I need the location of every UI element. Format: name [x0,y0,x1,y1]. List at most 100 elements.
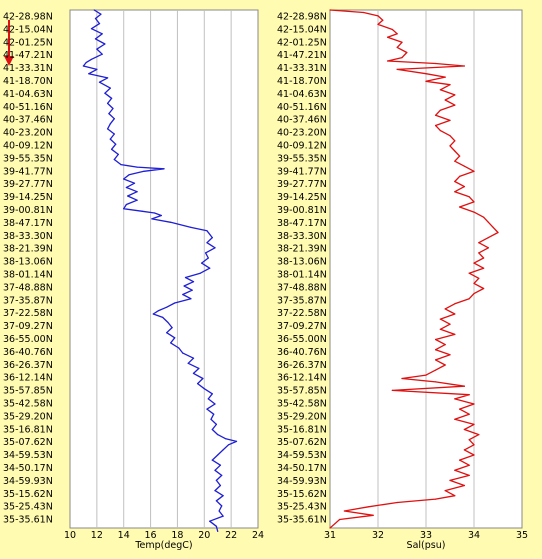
latitude-label: 35-07.62N [277,437,327,448]
salinity-data-point [377,23,379,25]
salinity-data-point [468,394,470,396]
salinity-data-point [435,381,437,383]
temperature-data-point [182,352,184,354]
temperature-data-point [154,212,156,214]
salinity-data-point [444,364,446,366]
salinity-data-point [454,140,456,142]
latitude-label: 38-21.39N [3,244,53,255]
temperature-data-point [127,195,129,197]
latitude-label: 41-33.31N [277,63,327,74]
salinity-data-point [329,527,331,529]
temperature-x-tick-label: 22 [225,530,237,541]
salinity-data-point [454,333,456,335]
salinity-data-point [435,349,437,351]
salinity-gridlines [377,10,475,528]
temperature-data-point [93,9,95,11]
salinity-data-point [435,369,437,371]
salinity-data-point [463,484,465,487]
latitude-label: 39-55.35N [3,153,53,164]
latitude-label: 36-40.76N [277,347,327,358]
latitude-label: 36-55.00N [3,334,53,345]
salinity-data-point [363,11,365,14]
latitude-label: 40-37.46N [3,115,53,126]
temperature-data-point [160,214,162,217]
salinity-data-point [401,57,403,59]
salinity-data-point [401,41,403,43]
temperature-data-point [217,454,219,456]
temperature-data-point [207,398,209,400]
latitude-label: 41-33.31N [3,63,53,74]
temperature-data-point [112,107,114,110]
temperature-data-point [206,408,208,410]
salinity-data-point [468,474,470,476]
salinity-data-point [401,377,403,380]
salinity-data-point [334,523,336,525]
latitude-label: 35-16.81N [277,424,327,435]
temperature-data-point [158,310,160,312]
temperature-data-point [211,428,213,431]
latitude-label: 38-13.06N [277,257,327,268]
salinity-data-point [478,242,480,244]
salinity-data-point [454,94,456,96]
temperature-data-point [107,102,109,104]
salinity-data-point [483,267,485,269]
temperature-data-point [125,203,127,206]
latitude-label: 36-26.37N [277,360,327,371]
salinity-data-point [449,479,451,481]
temperature-data-point [109,123,111,125]
latitude-label: 35-42.58N [277,399,327,410]
temperature-plot-area [69,9,259,529]
salinity-data-point [487,247,489,249]
temperature-data-point [217,434,219,436]
latitude-label: 34-50.17N [277,463,327,474]
salinity-data-point [444,99,446,101]
salinity-data-point [435,62,437,65]
latitude-label: 40-09.12N [277,141,327,152]
latitude-label: 39-00.81N [277,205,327,216]
temperature-x-axis-label: Temp(degC) [134,540,192,551]
salinity-data-point [425,374,427,376]
latitude-label: 39-41.77N [277,166,327,177]
temperature-data-point [107,128,109,130]
latitude-label: 39-27.77N [3,179,53,190]
temperature-data-point [215,423,217,425]
salinity-data-point [406,51,408,54]
temperature-data-point [217,530,219,533]
temperature-data-point [192,281,195,283]
salinity-data-point [387,60,389,62]
salinity-x-axis-label: Sal(psu) [407,540,446,551]
latitude-label: 34-59.93N [277,476,327,487]
latitude-label: 35-29.20N [277,411,327,422]
temperature-series-line [82,9,238,532]
salinity-data-point [444,344,446,346]
salinity-x-tick-label: 31 [324,530,336,541]
salinity-data-point [473,282,475,284]
temperature-data-point [100,13,102,15]
latitude-label: 34-59.93N [3,476,53,487]
temperature-data-point [94,38,97,40]
direction-arrow-icon [4,20,14,66]
latitude-label: 38-01.14N [277,270,327,281]
latitude-label: 41-47.21N [277,50,327,61]
latitude-label: 35-35.61N [277,515,327,526]
salinity-data-point [382,19,384,21]
temperature-data-point [225,438,227,440]
temperature-data-point [115,143,117,145]
salinity-data-point [478,277,480,279]
salinity-data-point [391,28,393,31]
salinity-data-point [483,287,485,290]
salinity-data-point [473,293,475,295]
salinity-data-point [449,119,451,121]
temperature-x-tick-label: 14 [118,530,130,541]
salinity-data-point [396,68,398,70]
salinity-data-point [459,408,461,410]
salinity-data-point [367,506,369,508]
salinity-data-point [329,9,331,11]
salinity-data-point [439,318,441,320]
temperature-data-point [215,479,217,481]
temperature-data-point [163,168,165,170]
temperature-data-point [108,113,110,115]
salinity-data-point [463,428,465,431]
salinity-data-point [473,201,475,203]
